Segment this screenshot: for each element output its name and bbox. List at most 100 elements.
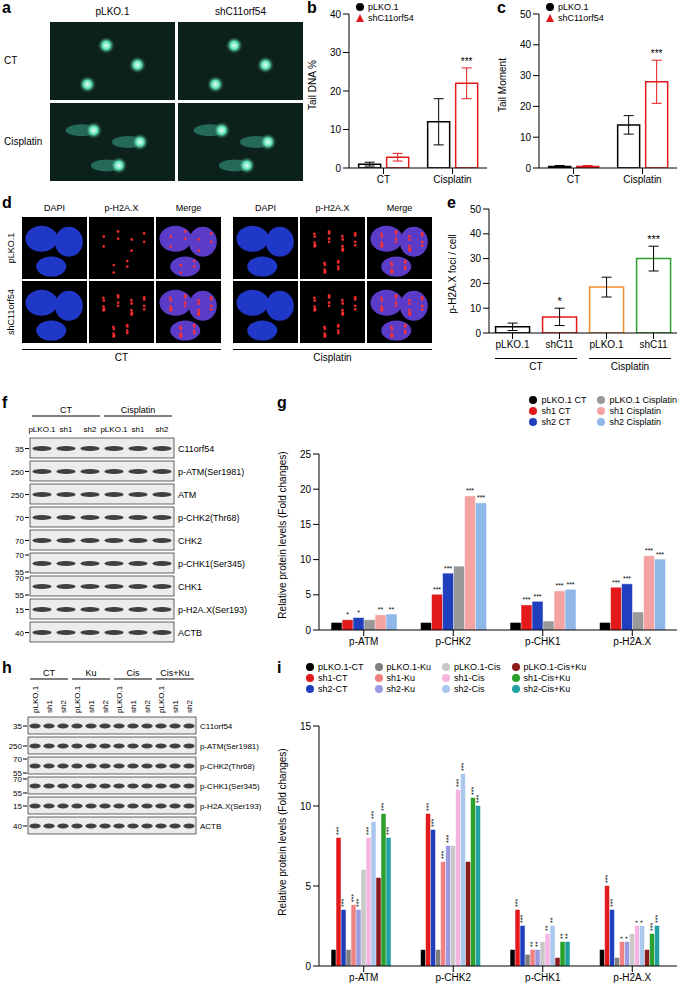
svg-text:***: *** [477, 494, 485, 501]
svg-text:10: 10 [470, 303, 482, 314]
svg-text:***: *** [461, 56, 473, 67]
svg-text:**: ** [549, 917, 556, 923]
svg-text:sh2: sh2 [101, 700, 110, 713]
svg-text:p-CHK2(Thr68): p-CHK2(Thr68) [178, 513, 240, 523]
svg-text:0: 0 [305, 625, 311, 636]
svg-text:sh1: sh1 [129, 700, 138, 713]
svg-text:30: 30 [470, 253, 482, 264]
svg-text:20: 20 [520, 101, 532, 112]
svg-text:15: 15 [300, 721, 312, 732]
svg-text:pLKO.1: pLKO.1 [6, 233, 16, 264]
svg-text:ACTB: ACTB [200, 822, 221, 831]
svg-text:***: *** [425, 803, 432, 811]
svg-text:70: 70 [13, 755, 22, 764]
svg-text:**: ** [378, 606, 384, 613]
svg-text:p-CHK2: p-CHK2 [435, 972, 471, 983]
svg-text:70: 70 [15, 537, 24, 546]
svg-text:p-ATM: p-ATM [349, 972, 378, 983]
svg-text:70: 70 [15, 514, 24, 523]
svg-text:Cisplatin: Cisplatin [121, 405, 156, 415]
svg-text:***: *** [555, 582, 563, 589]
svg-text:shC11: shC11 [545, 339, 574, 350]
svg-text:***: *** [519, 915, 526, 923]
svg-text:Relative protein levels (Fold: Relative protein levels (Fold changes) [277, 748, 288, 915]
svg-text:0: 0 [305, 961, 311, 972]
svg-text:p-CHK1: p-CHK1 [525, 972, 561, 983]
svg-text:Ku: Ku [85, 668, 96, 678]
svg-text:**: ** [564, 933, 571, 939]
svg-text:***: *** [430, 819, 437, 827]
svg-text:30: 30 [330, 47, 342, 58]
svg-text:250: 250 [11, 491, 25, 500]
svg-text:Tail Moment: Tail Moment [497, 58, 508, 112]
svg-text:Cis: Cis [127, 668, 140, 678]
svg-text:p-H2A.X: p-H2A.X [613, 636, 651, 647]
svg-text:p-CHK2(Thr68): p-CHK2(Thr68) [200, 762, 255, 771]
svg-text:10: 10 [300, 801, 312, 812]
svg-text:55: 55 [15, 591, 24, 600]
svg-text:40: 40 [15, 629, 24, 638]
svg-text:***: *** [656, 551, 664, 558]
svg-text:ACTB: ACTB [178, 628, 202, 638]
svg-text:5: 5 [305, 881, 311, 892]
svg-text:p-ATM(Ser1981): p-ATM(Ser1981) [178, 467, 244, 477]
svg-text:***: *** [522, 596, 530, 603]
svg-text:50: 50 [520, 9, 532, 20]
svg-text:40: 40 [470, 228, 482, 239]
svg-text:0: 0 [525, 163, 531, 174]
svg-text:5: 5 [305, 589, 311, 600]
svg-text:**: ** [389, 606, 395, 613]
svg-text:p-CHK1(Ser345): p-CHK1(Ser345) [200, 782, 260, 791]
svg-text:sh2: sh2 [185, 700, 194, 713]
svg-text:***: *** [514, 899, 521, 907]
svg-text:***: *** [466, 487, 474, 494]
svg-text:sh1: sh1 [60, 425, 73, 434]
svg-text:***: *** [445, 835, 452, 843]
svg-text:***: *** [475, 795, 482, 803]
svg-text:CT: CT [567, 174, 580, 185]
svg-text:35: 35 [15, 445, 24, 454]
svg-text:sh2: sh2 [143, 700, 152, 713]
svg-text:sh1: sh1 [171, 700, 180, 713]
svg-text:shC11: shC11 [639, 339, 668, 350]
svg-text:***: *** [444, 565, 452, 572]
svg-text:p-CHK1(Ser345): p-CHK1(Ser345) [178, 559, 245, 569]
svg-text:***: *** [604, 875, 611, 883]
svg-text:***: *** [609, 899, 616, 907]
svg-text:***: *** [380, 803, 387, 811]
svg-text:sh1: sh1 [87, 700, 96, 713]
svg-text:15: 15 [15, 606, 24, 615]
svg-text:C11orf54: C11orf54 [178, 444, 214, 454]
svg-text:***: *** [340, 899, 347, 907]
svg-text:p-CHK1: p-CHK1 [525, 636, 561, 647]
svg-text:Cisplatin: Cisplatin [433, 174, 471, 185]
svg-text:*: * [346, 611, 349, 618]
svg-text:sh1: sh1 [132, 425, 145, 434]
svg-text:p-H2A.X foci / cell: p-H2A.X foci / cell [447, 234, 458, 313]
svg-text:***: *** [533, 593, 541, 600]
svg-text:***: *** [647, 233, 661, 245]
svg-text:p-ATM: p-ATM [349, 636, 378, 647]
svg-text:25: 25 [300, 449, 312, 460]
svg-text:CT: CT [377, 174, 390, 185]
svg-text:***: *** [612, 579, 620, 586]
svg-text:55: 55 [13, 789, 22, 798]
svg-text:40: 40 [330, 9, 342, 20]
svg-text:Cis+Ku: Cis+Ku [160, 668, 189, 678]
svg-text:ATM: ATM [178, 490, 196, 500]
svg-text:sh2: sh2 [156, 425, 169, 434]
svg-text:***: *** [460, 763, 467, 771]
svg-text:sh2: sh2 [84, 425, 97, 434]
svg-text:15: 15 [300, 519, 312, 530]
svg-text:***: *** [645, 547, 653, 554]
svg-text:0: 0 [335, 163, 341, 174]
svg-text:10: 10 [520, 132, 532, 143]
svg-text:***: *** [623, 575, 631, 582]
svg-text:p-H2A.X(Ser193): p-H2A.X(Ser193) [178, 605, 247, 615]
svg-text:***: *** [651, 48, 663, 59]
svg-text:pLKO.1: pLKO.1 [157, 685, 166, 713]
svg-text:*: * [557, 295, 562, 307]
svg-text:10: 10 [300, 554, 312, 565]
svg-text:70: 70 [13, 775, 22, 784]
svg-text:20: 20 [330, 86, 342, 97]
